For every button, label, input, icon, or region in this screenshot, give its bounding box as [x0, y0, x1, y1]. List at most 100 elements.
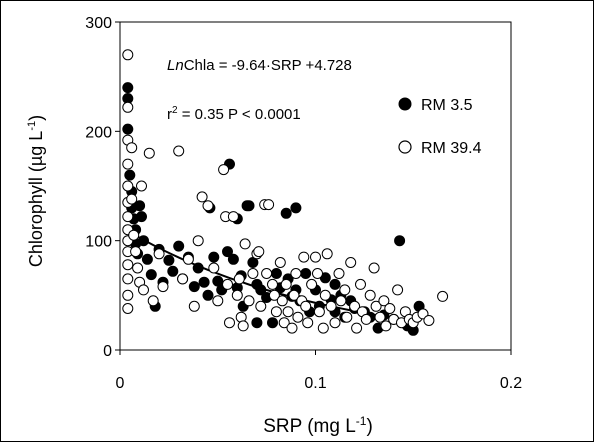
legend-marker-rm-39-4	[398, 140, 412, 154]
data-point-rm-39-4	[136, 180, 147, 192]
data-point-rm-39-4	[130, 246, 142, 258]
data-point-rm-39-4	[177, 273, 189, 285]
data-point-rm-39-4	[138, 284, 149, 296]
data-point-rm-39-4	[173, 145, 185, 157]
data-point-rm-39-4	[310, 251, 321, 263]
data-point-rm-39-4	[122, 158, 134, 170]
data-point-rm-3-5	[122, 82, 134, 94]
data-point-rm-39-4	[222, 278, 233, 290]
data-point-rm-39-4	[157, 281, 169, 293]
data-point-rm-39-4	[384, 303, 396, 314]
x-tick-label: 0	[116, 375, 125, 392]
data-point-rm-39-4	[122, 259, 134, 271]
legend-label-rm-39-4: RM 39.4	[421, 140, 482, 157]
data-point-rm-39-4	[302, 317, 314, 329]
data-points	[122, 49, 449, 336]
data-point-rm-39-4	[274, 257, 286, 268]
data-point-rm-39-4	[122, 303, 134, 314]
data-point-rm-39-4	[126, 193, 138, 205]
y-tick-label: 200	[85, 124, 112, 141]
data-point-rm-39-4	[268, 289, 280, 301]
data-point-rm-39-4	[380, 320, 392, 332]
data-point-rm-39-4	[339, 284, 351, 296]
data-point-rm-39-4	[122, 273, 134, 285]
x-axis-ticks: 0 0.1 0.2	[116, 350, 522, 392]
data-point-rm-39-4	[182, 253, 194, 265]
data-point-rm-39-4	[227, 211, 239, 223]
data-point-rm-39-4	[247, 268, 259, 279]
data-point-rm-39-4	[202, 200, 214, 212]
data-point-rm-39-4	[224, 317, 235, 329]
data-point-rm-39-4	[122, 289, 134, 301]
data-point-rm-39-4	[218, 164, 230, 176]
data-point-rm-39-4	[319, 289, 331, 301]
data-point-rm-3-5	[145, 269, 157, 281]
data-point-rm-39-4	[298, 251, 310, 263]
data-point-rm-39-4	[392, 284, 404, 296]
data-point-rm-39-4	[126, 142, 138, 154]
data-point-rm-39-4	[423, 315, 435, 326]
data-point-rm-39-4	[437, 290, 449, 302]
data-point-rm-39-4	[132, 262, 144, 274]
data-point-rm-39-4	[280, 278, 292, 290]
data-point-rm-39-4	[278, 317, 290, 329]
data-point-rm-3-5	[198, 276, 210, 288]
data-point-rm-39-4	[321, 248, 333, 260]
data-point-rm-39-4	[292, 311, 304, 323]
data-point-rm-39-4	[233, 273, 245, 285]
data-point-rm-39-4	[267, 278, 278, 290]
data-point-rm-39-4	[329, 317, 341, 329]
data-point-rm-39-4	[153, 248, 165, 260]
data-point-rm-39-4	[196, 191, 208, 203]
data-point-rm-3-5	[251, 317, 263, 329]
data-point-rm-39-4	[243, 295, 255, 307]
data-point-rm-3-5	[300, 268, 312, 279]
data-point-rm-39-4	[288, 289, 300, 301]
data-point-rm-39-4	[349, 300, 361, 312]
legend-marker-rm-3-5	[398, 97, 412, 111]
data-point-rm-39-4	[208, 262, 220, 274]
data-point-rm-39-4	[300, 300, 312, 312]
y-tick-label: 0	[103, 343, 112, 360]
x-axis-title: SRP (mg L-1)	[263, 414, 373, 437]
y-tick-label: 300	[85, 15, 112, 32]
data-point-rm-39-4	[313, 306, 325, 318]
data-point-rm-39-4	[335, 295, 347, 307]
data-point-rm-39-4	[368, 262, 380, 274]
data-point-rm-3-5	[188, 281, 200, 293]
data-point-rm-39-4	[312, 268, 323, 279]
legend: RM 3.5 RM 39.4	[398, 97, 482, 157]
data-point-rm-3-5	[136, 211, 147, 223]
data-point-rm-39-4	[237, 320, 249, 332]
data-point-rm-39-4	[147, 295, 159, 307]
data-point-rm-3-5	[141, 253, 153, 265]
data-point-rm-3-5	[202, 289, 214, 301]
x-tick-label: 0.2	[500, 375, 522, 392]
y-axis-ticks: 0 100 200 300	[85, 15, 120, 360]
data-point-rm-39-4	[253, 246, 265, 258]
data-point-rm-39-4	[351, 322, 363, 334]
data-point-rm-39-4	[122, 101, 134, 113]
data-point-rm-39-4	[370, 300, 382, 312]
data-point-rm-39-4	[360, 313, 372, 325]
data-point-rm-3-5	[122, 123, 134, 135]
data-point-rm-39-4	[255, 300, 267, 312]
data-point-rm-39-4	[122, 49, 134, 61]
data-point-rm-3-5	[290, 202, 302, 214]
data-point-rm-3-5	[255, 284, 267, 296]
data-point-rm-39-4	[286, 322, 298, 334]
r2-annotation: r2 = 0.35 P < 0.0001	[167, 105, 301, 123]
data-point-rm-39-4	[306, 278, 318, 290]
data-point-rm-39-4	[325, 300, 337, 312]
data-point-rm-39-4	[317, 322, 329, 334]
data-point-rm-39-4	[345, 257, 357, 268]
data-point-rm-39-4	[355, 278, 366, 290]
data-point-rm-3-5	[243, 200, 255, 212]
data-point-rm-3-5	[267, 317, 278, 329]
data-point-rm-3-5	[227, 253, 239, 265]
y-tick-label: 100	[85, 234, 112, 251]
data-point-rm-3-5	[329, 278, 341, 290]
data-point-rm-3-5	[173, 240, 185, 252]
data-point-rm-3-5	[167, 265, 179, 277]
